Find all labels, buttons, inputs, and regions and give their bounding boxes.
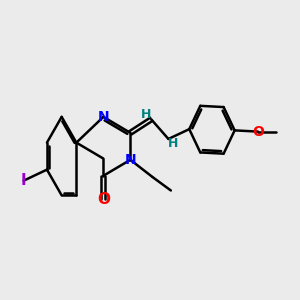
Text: H: H [141,108,151,122]
Text: N: N [124,153,136,167]
Text: N: N [98,110,109,124]
Text: O: O [252,124,264,139]
Text: I: I [21,173,26,188]
Text: O: O [97,192,110,207]
Text: H: H [168,137,178,150]
